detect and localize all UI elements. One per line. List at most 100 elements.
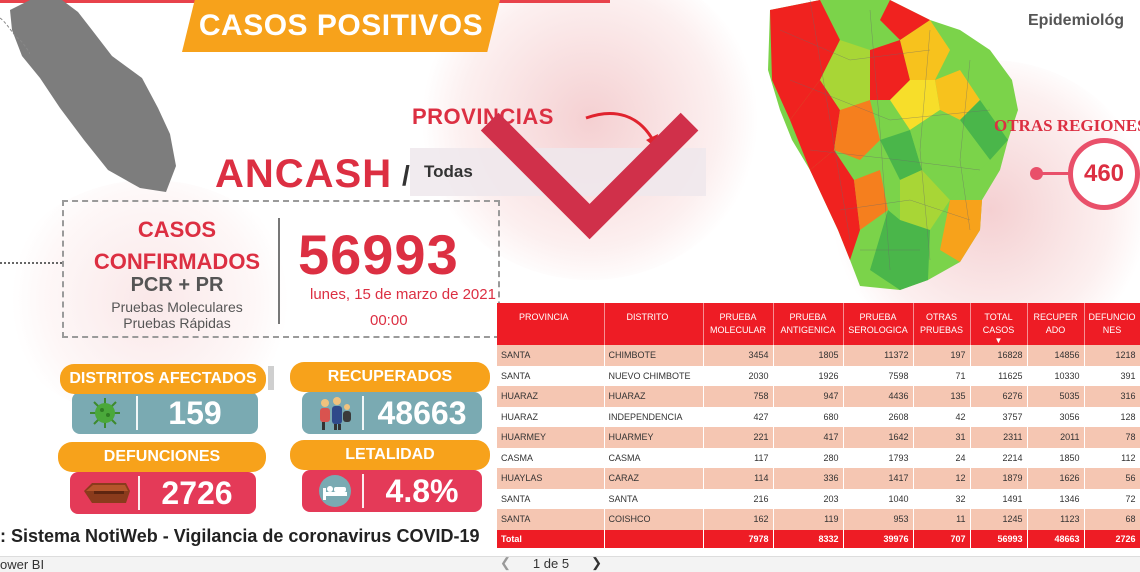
source-caption: : Sistema NotiWeb - Vigilancia de corona… <box>0 526 480 546</box>
table-row[interactable]: SANTA COISHCO 162 119 953 11 1245 1123 68 <box>497 509 1140 530</box>
chevron-down-icon <box>480 113 699 240</box>
total-cell: 7978 <box>703 529 774 548</box>
table-cell: 2030 <box>703 365 774 386</box>
table-cell: 162 <box>703 509 774 530</box>
total-cell: 8332 <box>773 529 844 548</box>
total-cell: 707 <box>913 529 971 548</box>
table-row[interactable]: SANTA CHIMBOTE 3454 1805 11372 197 16828 14856 1… <box>497 345 1140 366</box>
provincias-label: PROVINCIAS <box>412 104 554 129</box>
chevron-left-icon[interactable]: ❮ <box>500 555 511 570</box>
family-icon <box>306 392 364 434</box>
table-row[interactable]: CASMA CASMA 117 280 1793 24 2214 1850 112 <box>497 447 1140 468</box>
table-cell: COISHCO <box>604 509 704 530</box>
table-cell: SANTA <box>497 365 605 386</box>
table-cell: 11372 <box>843 345 914 366</box>
total-cell <box>604 529 704 548</box>
confirmed-title: CASOS CONFIRMADOS <box>93 217 261 274</box>
table-cell: HUARMEY <box>497 427 605 448</box>
title-banner: CASOS POSITIVOS <box>182 0 500 52</box>
province-dropdown[interactable]: Todas <box>410 113 706 240</box>
table-cell: 16828 <box>970 345 1028 366</box>
otras-regiones-label: OTRAS REGIONES <box>994 116 1140 135</box>
powerbi-brand[interactable]: ower BI <box>0 557 45 572</box>
column-header[interactable]: PRUEBA MOLECULAR <box>703 303 774 345</box>
table-cell: HUARAZ <box>497 406 605 427</box>
table-total-row: Total 7978 8332 39976 707 56993 48663 2726 <box>497 529 1140 548</box>
table-cell: 117 <box>703 447 774 468</box>
total-cell: Total <box>497 529 605 548</box>
kpi-recuperados-value: 48663 <box>377 394 467 431</box>
ancash-district-map[interactable] <box>750 0 1040 290</box>
confirmed-detail: Pruebas Moleculares Pruebas Rápidas <box>82 299 272 331</box>
table-row[interactable]: HUARMEY HUARMEY 221 417 1642 31 2311 2011 78 <box>497 427 1140 448</box>
table-cell: CARAZ <box>604 468 704 489</box>
map-connector-line <box>0 262 62 264</box>
peru-map-icon <box>10 0 176 192</box>
table-cell: 32 <box>913 488 971 509</box>
column-header[interactable]: DEFUNCIO NES <box>1084 303 1140 345</box>
table-cell: 391 <box>1084 365 1140 386</box>
column-header[interactable]: PRUEBA ANTIGENICA <box>773 303 844 345</box>
column-header[interactable]: OTRAS PRUEBAS <box>913 303 971 345</box>
total-cell: 48663 <box>1027 529 1085 548</box>
kpi-defunciones-label: DEFUNCIONES <box>58 442 266 472</box>
table-cell: 24 <box>913 447 971 468</box>
table-row[interactable]: SANTA NUEVO CHIMBOTE 2030 1926 7598 71 11625 10… <box>497 365 1140 386</box>
coffin-icon <box>78 472 136 514</box>
table-cell: CASMA <box>497 447 605 468</box>
region-title: ANCASH <box>215 152 393 196</box>
table-cell: HUARMEY <box>604 427 704 448</box>
table-cell: 1346 <box>1027 488 1085 509</box>
confirmed-cases-card: CASOS CONFIRMADOS PCR + PR Pruebas Molec… <box>62 200 500 338</box>
confirmed-value: 56993 <box>298 223 459 286</box>
table-cell: 3454 <box>703 345 774 366</box>
kpi-scrollbar <box>268 366 274 390</box>
column-header[interactable]: PRUEBA SEROLOGICA <box>843 303 914 345</box>
table-cell: 128 <box>1084 406 1140 427</box>
table-cell: 42 <box>913 406 971 427</box>
table-cell: 72 <box>1084 488 1140 509</box>
table-cell: 114 <box>703 468 774 489</box>
table-cell: 947 <box>773 386 844 407</box>
table-cell: 78 <box>1084 427 1140 448</box>
kpi-letalidad-value: 4.8% <box>385 472 459 509</box>
table-cell: 71 <box>913 365 971 386</box>
table-cell: 1642 <box>843 427 914 448</box>
neighbor-border-icon <box>0 17 30 54</box>
table-cell: 10330 <box>1027 365 1085 386</box>
table-cell: SANTA <box>497 509 605 530</box>
table-cell: 427 <box>703 406 774 427</box>
table-cell: 6276 <box>970 386 1028 407</box>
total-cell: 39976 <box>843 529 914 548</box>
table-cell: 2311 <box>970 427 1028 448</box>
page-title: CASOS POSITIVOS <box>198 9 484 42</box>
table-cell: 11 <box>913 509 971 530</box>
kpi-letalidad-label: LETALIDAD <box>290 440 490 470</box>
table-cell: 31 <box>913 427 971 448</box>
otras-regiones-value: 460 <box>1083 160 1125 187</box>
table-cell: 7598 <box>843 365 914 386</box>
kpi-separator <box>138 476 140 510</box>
table-cell: 1926 <box>773 365 844 386</box>
table-cell: 68 <box>1084 509 1140 530</box>
table-cell: 1245 <box>970 509 1028 530</box>
table-row[interactable]: HUARAZ INDEPENDENCIA 427 680 2608 42 3757 3056 1… <box>497 406 1140 427</box>
table-row[interactable]: HUARAZ HUARAZ 758 947 4436 135 6276 5035 316 <box>497 386 1140 407</box>
table-cell: 1793 <box>843 447 914 468</box>
table-row[interactable]: HUAYLAS CARAZ 114 336 1417 12 1879 1626 56 <box>497 468 1140 489</box>
column-header[interactable]: RECUPER ADO <box>1027 303 1085 345</box>
column-header-sorted[interactable]: TOTAL CASOS ▼ <box>970 303 1028 345</box>
hospital-bed-icon <box>306 470 364 512</box>
table-cell: CASMA <box>604 447 704 468</box>
table-row[interactable]: SANTA SANTA 216 203 1040 32 1491 1346 72 <box>497 488 1140 509</box>
chevron-right-icon[interactable]: ❯ <box>591 555 602 570</box>
table-cell: 5035 <box>1027 386 1085 407</box>
column-header[interactable]: PROVINCIA <box>497 303 605 345</box>
column-header[interactable]: DISTRITO <box>604 303 704 345</box>
confirmed-detail-line1: Pruebas Moleculares <box>111 299 243 315</box>
region-separator: / <box>402 160 410 191</box>
table-cell: 119 <box>773 509 844 530</box>
table-cell: 1417 <box>843 468 914 489</box>
otras-regiones-badge[interactable]: 460 <box>1068 138 1140 210</box>
page-navigation: ❮ 1 de 5 ❯ <box>500 555 602 571</box>
